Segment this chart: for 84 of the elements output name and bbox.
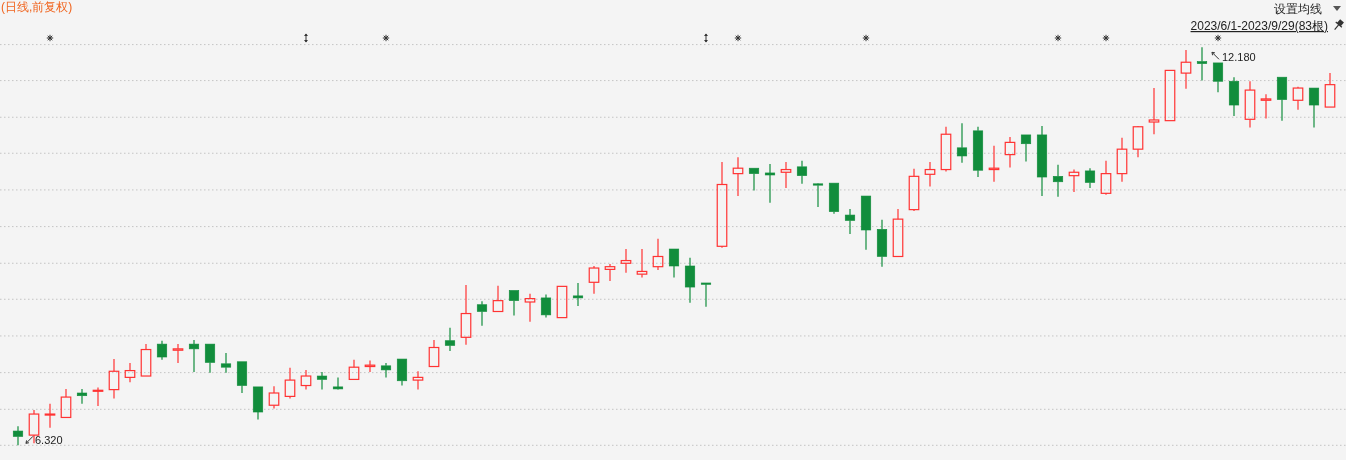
candlestick bbox=[204, 343, 216, 374]
candlestick bbox=[604, 263, 616, 282]
candlestick bbox=[476, 300, 488, 327]
candlestick bbox=[188, 339, 200, 373]
candlestick bbox=[108, 358, 120, 400]
candlestick bbox=[572, 282, 584, 307]
candlestick bbox=[1324, 72, 1336, 108]
candlestick bbox=[332, 376, 344, 390]
candlestick bbox=[252, 386, 264, 421]
candlestick bbox=[508, 290, 520, 317]
candlestick bbox=[236, 361, 248, 394]
candlestick bbox=[716, 161, 728, 247]
candlestick bbox=[1068, 168, 1080, 193]
candlestick bbox=[1212, 62, 1224, 93]
candlestick bbox=[1276, 76, 1288, 122]
candlestick bbox=[844, 208, 856, 235]
candlestick bbox=[124, 362, 136, 383]
candlestick bbox=[44, 403, 56, 429]
candlestick bbox=[924, 161, 936, 188]
candlestick bbox=[1228, 76, 1240, 117]
candlestick bbox=[588, 265, 600, 295]
candlestick bbox=[316, 371, 328, 391]
candlestick bbox=[284, 367, 296, 400]
candlestick bbox=[972, 126, 984, 178]
candlestick bbox=[412, 370, 424, 391]
candlestick bbox=[1132, 126, 1144, 158]
candlestick bbox=[348, 359, 360, 381]
candlestick bbox=[1292, 87, 1304, 111]
candlestick bbox=[652, 238, 664, 271]
candlestick bbox=[300, 369, 312, 391]
annotation: 12.180 bbox=[1222, 51, 1256, 64]
candlestick bbox=[140, 343, 152, 377]
candlestick bbox=[1196, 46, 1208, 82]
candlestick bbox=[668, 248, 680, 279]
candlestick bbox=[764, 163, 776, 204]
candlestick bbox=[956, 122, 968, 164]
candlestick bbox=[492, 285, 504, 313]
chart-subtitle: 2023/6/1-2023/9/29(83根) bbox=[1190, 19, 1328, 33]
candlestick bbox=[748, 167, 760, 192]
candlestick bbox=[540, 293, 552, 319]
candlestick bbox=[1100, 160, 1112, 194]
candlestick bbox=[220, 352, 232, 374]
candlestick bbox=[908, 168, 920, 211]
candlestick bbox=[524, 293, 536, 323]
candlestick bbox=[1116, 137, 1128, 183]
candlestick bbox=[892, 208, 904, 258]
chart-title: (日线,前复权) bbox=[1, 0, 73, 14]
candlestick bbox=[876, 219, 888, 268]
candlestick bbox=[268, 385, 280, 410]
candlestick bbox=[1308, 87, 1320, 129]
candlestick bbox=[828, 182, 840, 215]
candlestick bbox=[1260, 93, 1272, 120]
candlestick bbox=[364, 359, 376, 373]
candlestick bbox=[732, 156, 744, 197]
candlestick bbox=[620, 248, 632, 274]
candlestick bbox=[1084, 167, 1096, 189]
candlestick bbox=[1052, 164, 1064, 198]
candlestick bbox=[988, 145, 1000, 183]
candlestick bbox=[1180, 49, 1192, 90]
candlestick bbox=[1004, 136, 1016, 169]
candlestick bbox=[60, 388, 72, 419]
text: 设置均线 bbox=[1274, 2, 1322, 16]
candlestick bbox=[780, 161, 792, 189]
candlestick bbox=[92, 386, 104, 407]
candlestick bbox=[812, 183, 824, 208]
candlestick bbox=[636, 248, 648, 279]
candlestick bbox=[460, 284, 472, 346]
candlestick bbox=[156, 340, 168, 361]
candlestick bbox=[1148, 87, 1160, 135]
candlestick bbox=[940, 126, 952, 173]
candlestick bbox=[796, 160, 808, 185]
candlestick bbox=[444, 327, 456, 352]
candlestick bbox=[76, 388, 88, 405]
candlestick bbox=[700, 282, 712, 308]
candlestick bbox=[396, 358, 408, 387]
annotation: 6.320 bbox=[35, 434, 63, 447]
candlestick bbox=[428, 339, 440, 368]
candlestick bbox=[380, 362, 392, 378]
candlestick bbox=[1244, 80, 1256, 129]
candlestick bbox=[1036, 125, 1048, 197]
candlestick bbox=[1020, 134, 1032, 162]
candlestick bbox=[12, 425, 24, 446]
candlestick bbox=[172, 343, 184, 364]
candlestick bbox=[684, 257, 696, 304]
